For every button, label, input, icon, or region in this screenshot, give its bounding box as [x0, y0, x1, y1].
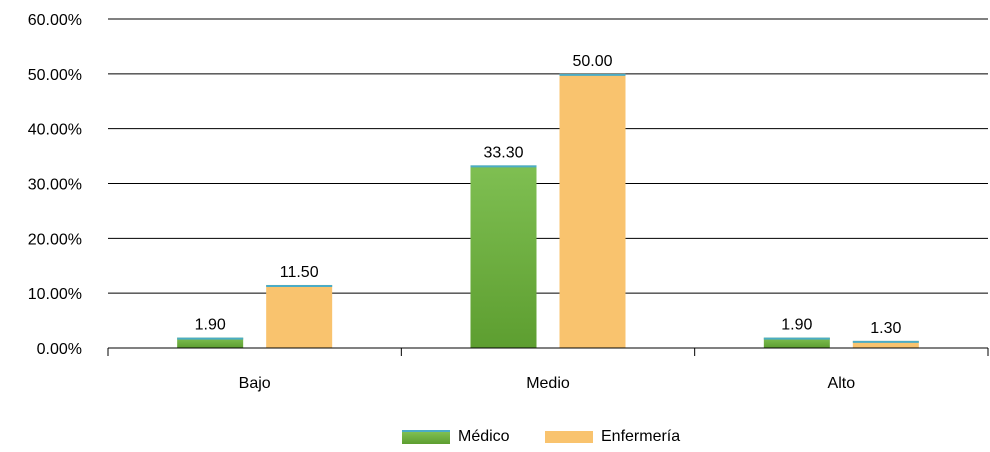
y-tick-label: 0.00%	[37, 341, 82, 358]
x-tick-label: Medio	[526, 375, 570, 392]
data-label: 1.90	[195, 317, 226, 334]
y-axis-ticks: 0.00% 10.00% 20.00% 30.00% 40.00% 50.00% 60.00…	[28, 12, 82, 358]
bar-chart: 0.00% 10.00% 20.00% 30.00% 40.00% 50.00% 60.00…	[28, 12, 989, 392]
bar	[559, 73, 626, 348]
legend-item-medico: Médico	[402, 428, 510, 446]
y-tick-label: 30.00%	[28, 177, 82, 194]
bar	[266, 284, 333, 348]
y-tick-label: 40.00%	[28, 122, 82, 139]
x-tick-label: Alto	[828, 375, 856, 392]
bar	[177, 337, 244, 348]
bar	[763, 337, 830, 348]
legend-label-medico: Médico	[458, 428, 510, 445]
bar	[470, 165, 537, 348]
data-label: 33.30	[483, 144, 523, 161]
legend-swatch-medico	[402, 430, 450, 444]
legend-label-enfermeria: Enfermería	[601, 428, 681, 445]
legend-swatch-enfermeria	[545, 431, 593, 443]
x-tick-label: Bajo	[239, 375, 271, 392]
legend-item-enfermeria: Enfermería	[545, 428, 680, 446]
gridlines	[108, 18, 988, 294]
data-label: 11.50	[280, 264, 319, 281]
bar	[852, 340, 919, 348]
y-tick-label: 60.00%	[28, 12, 82, 29]
data-label: 50.00	[572, 53, 612, 70]
y-tick-label: 20.00%	[28, 231, 82, 248]
legend: Médico Enfermería	[0, 428, 990, 452]
y-tick-label: 50.00%	[28, 67, 82, 84]
data-label: 1.30	[870, 320, 901, 337]
x-axis: Bajo Medio Alto	[107, 347, 989, 392]
y-tick-label: 10.00%	[28, 286, 82, 303]
data-label: 1.90	[781, 317, 812, 334]
bars: 1.90 11.50 33.30 50.00 1.90 1.30	[177, 53, 919, 348]
